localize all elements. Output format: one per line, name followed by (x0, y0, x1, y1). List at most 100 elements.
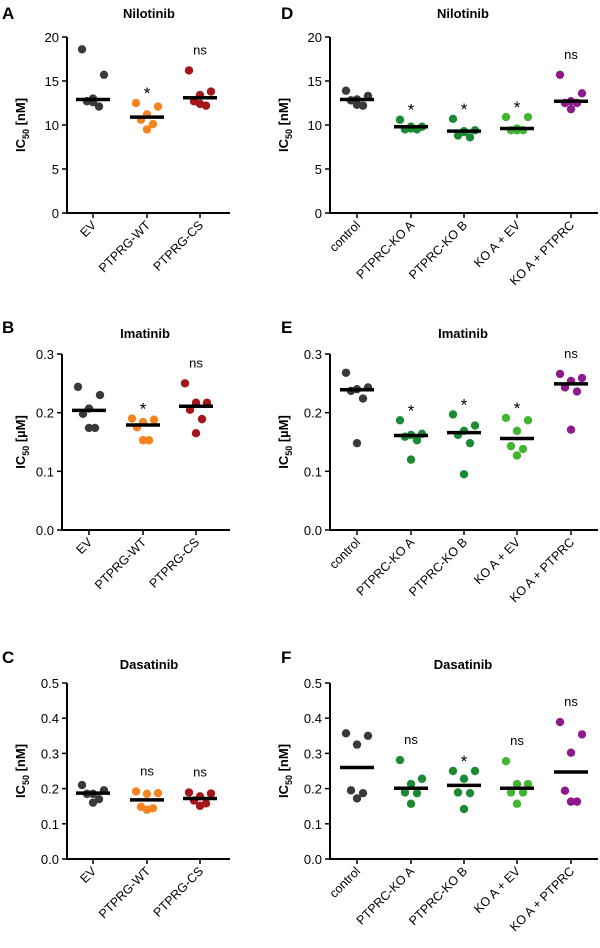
data-point (465, 133, 475, 142)
series-ptprc-ko-a: * (394, 101, 428, 134)
y-tick-label: 0 (315, 206, 322, 221)
data-point (518, 788, 528, 797)
y-axis-label-subscript: 50 (284, 446, 294, 456)
series-ptprc-ko-a: * (394, 401, 428, 464)
data-point (512, 426, 522, 436)
significance-ns: ns (189, 355, 203, 370)
series-control (340, 86, 374, 110)
y-tick-label: 0.0 (304, 523, 322, 538)
data-point (77, 780, 87, 790)
data-point (131, 98, 141, 108)
y-tick-label: 0.5 (304, 676, 322, 691)
y-axis-label-unit: [nM] (276, 98, 291, 129)
data-point (577, 730, 587, 739)
data-point (352, 740, 362, 749)
data-point (88, 798, 98, 807)
significance-star: * (408, 401, 415, 420)
data-point (94, 102, 104, 111)
series-ko-a-ev: * (500, 399, 534, 460)
x-tick-label: PTPRG-CS (151, 864, 207, 920)
series-ptprc-ko-b: * (447, 752, 481, 814)
series-ko-a-ptprc: ns (554, 346, 588, 434)
y-axis-label-unit: [µM] (276, 415, 291, 446)
data-point (501, 756, 511, 766)
data-point (184, 66, 194, 75)
y-tick-label: 0.1 (304, 464, 322, 479)
significance-star: * (461, 752, 468, 771)
x-tick-label: KO A + EV (471, 535, 523, 587)
y-axis-label-main: IC (276, 138, 291, 152)
x-tick-label: PTPRG-WT (96, 218, 153, 275)
data-point (506, 441, 516, 451)
data-point (131, 787, 141, 796)
data-point (406, 455, 416, 464)
data-point (180, 379, 190, 388)
significance-ns: ns (140, 763, 154, 778)
y-axis-label: IC50 [nM] (276, 744, 294, 798)
y-axis-label-unit: [nM] (276, 744, 291, 775)
y-tick-label: 0.1 (304, 817, 322, 832)
chart-title: Nilotinib (123, 6, 175, 21)
y-axis-label-unit: [nM] (13, 98, 28, 129)
data-point (512, 799, 522, 808)
x-tick-label: control (327, 218, 363, 254)
y-axis-label-subscript: 50 (21, 129, 31, 139)
data-point (566, 748, 576, 757)
y-axis-label-unit: [µM] (13, 415, 28, 446)
data-point (341, 729, 351, 738)
y-axis-label-subscript: 50 (284, 129, 294, 139)
data-point (555, 369, 565, 379)
y-axis-label-main: IC (13, 784, 28, 798)
data-point (153, 788, 163, 798)
data-point (73, 382, 83, 392)
x-tick-label: PTPRG-WT (92, 535, 149, 592)
data-point (470, 766, 480, 776)
data-point (459, 470, 469, 479)
data-point (206, 87, 216, 96)
series-ptprg-cs: ns (179, 355, 213, 438)
y-tick-label: 0.2 (36, 406, 54, 421)
data-point (142, 805, 152, 814)
data-point (417, 774, 427, 783)
significance-ns: ns (193, 764, 207, 779)
y-tick-label: 0.3 (304, 746, 322, 761)
data-point (358, 394, 368, 403)
x-tick-label: EV (73, 535, 95, 557)
data-point (99, 70, 109, 80)
x-tick-label: PTPRG-CS (151, 218, 207, 274)
data-point (84, 423, 94, 433)
series-ev (72, 382, 106, 433)
data-point (448, 410, 458, 419)
significance-ns: ns (564, 346, 578, 361)
series-ev (76, 45, 110, 111)
significance-star: * (514, 98, 521, 117)
chart-title: Dasatinib (120, 657, 179, 672)
data-point (352, 438, 362, 448)
series-ptprg-wt: ns (130, 763, 164, 814)
y-tick-label: 15 (45, 74, 59, 89)
y-axis-label-subscript: 50 (21, 775, 31, 785)
y-tick-label: 0.2 (304, 406, 322, 421)
data-point (195, 801, 205, 811)
panel-letter: F (281, 648, 291, 667)
data-point (90, 423, 100, 433)
data-point (358, 788, 368, 798)
y-axis-label-main: IC (276, 784, 291, 798)
y-tick-label: 0 (52, 206, 59, 221)
data-point (566, 425, 576, 434)
data-point (518, 444, 528, 454)
data-point (412, 788, 422, 798)
significance-ns: ns (564, 47, 578, 62)
y-tick-label: 0.0 (304, 852, 322, 867)
series-ptprg-wt: * (130, 84, 164, 134)
data-point (144, 436, 154, 445)
significance-ns: ns (193, 42, 207, 57)
data-point (465, 788, 475, 798)
y-axis-label: IC50 [nM] (13, 98, 31, 152)
data-point (197, 414, 207, 424)
data-point (470, 421, 480, 430)
data-point (555, 717, 565, 727)
y-tick-label: 0.4 (304, 711, 322, 726)
data-point (184, 788, 194, 797)
